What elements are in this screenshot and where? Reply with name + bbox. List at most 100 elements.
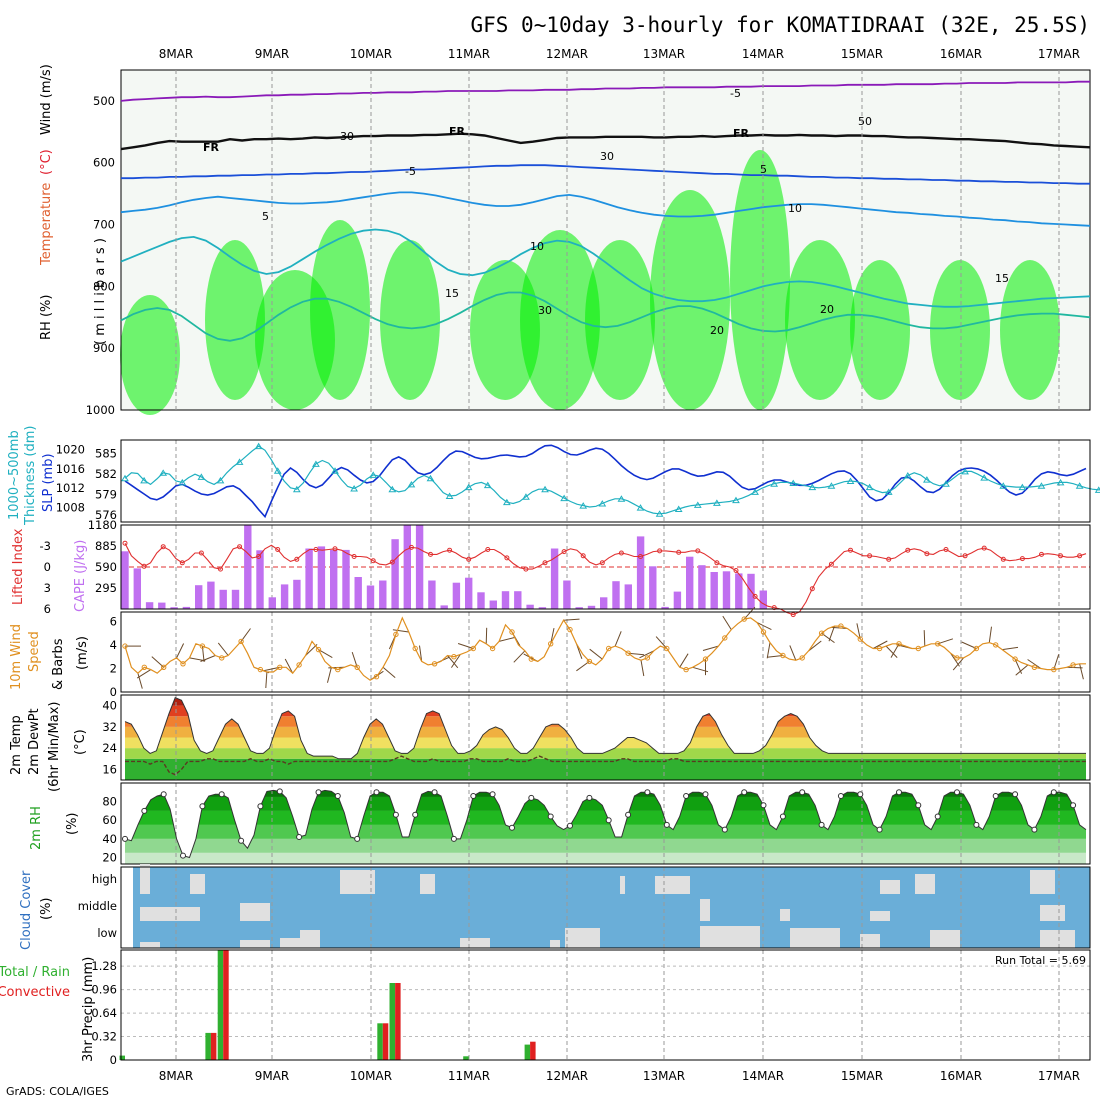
rh-marker: [296, 834, 303, 840]
wind-barb: [382, 666, 396, 678]
wind-speed-marker: [122, 643, 128, 649]
cloud-block: [620, 876, 625, 894]
lifted-index-marker: [943, 547, 949, 552]
rh-marker: [760, 802, 767, 809]
wind-speed-marker: [1012, 656, 1018, 662]
thickness-marker: [426, 474, 435, 482]
wind-speed-marker: [219, 655, 225, 661]
rh-marker: [741, 789, 748, 796]
pressure-tick: 700: [93, 218, 115, 232]
thickness-marker: [1056, 478, 1065, 486]
lifted-index-marker: [618, 550, 624, 556]
convective-bar: [395, 983, 401, 1060]
cloud-block: [1040, 905, 1065, 921]
cape-bar: [182, 606, 191, 609]
lifted-index-marker: [580, 553, 586, 559]
cloud-block: [300, 930, 320, 948]
cloud-level-label: low: [97, 926, 117, 940]
isotherm-line: [121, 164, 1090, 185]
lifted-index-line: [124, 542, 1087, 616]
cape-bar: [305, 548, 313, 609]
lifted-index-marker: [599, 560, 605, 566]
temperature-band: [125, 716, 1086, 727]
wind-panel-frame: [120, 611, 1091, 693]
wind-speed-marker: [373, 674, 380, 680]
rh-contour-label: 30: [340, 130, 354, 143]
rain-bar: [463, 1056, 469, 1060]
rh-panel: 80 60 40 20 2m RH (%): [29, 783, 1087, 864]
lifted-index-marker: [523, 566, 529, 572]
rh-unit-label: (%): [65, 813, 80, 836]
rh-contour-label: 30: [538, 304, 552, 317]
wind-speed-marker: [548, 641, 554, 647]
wind-legend: 10m Wind Speed & Barbs (m/s): [9, 624, 90, 690]
thickness-marker: [961, 467, 969, 475]
rh-cell: [730, 150, 790, 410]
wind-speed-marker: [489, 645, 496, 652]
wind-barb: [614, 631, 622, 647]
slp-tick: 1020: [56, 443, 85, 457]
rain-bar: [377, 1023, 383, 1060]
thickness-marker: [674, 505, 683, 513]
thickness-marker: [140, 476, 148, 484]
rh-marker: [470, 793, 477, 799]
wind-panel: 6 4 2 0 10m Wind Speed & Barbs (m/s): [9, 606, 1086, 699]
cape-tick: 1180: [88, 518, 117, 532]
rh-cell: [120, 295, 180, 415]
isotherm-label: 15: [995, 272, 1009, 285]
cape-bar: [514, 591, 522, 609]
wind-unit-label: (m/s): [75, 636, 90, 670]
cape-bar: [600, 597, 608, 609]
lifted-index-marker: [389, 559, 395, 565]
lifted-index-marker: [294, 556, 300, 562]
cape-legend-label: CAPE (J/kg): [73, 540, 88, 612]
thickness-marker: [789, 479, 798, 487]
cloud-block: [780, 909, 790, 921]
rain-bar: [524, 1044, 531, 1060]
rh-marker: [567, 822, 573, 829]
isotherm-label: 5: [262, 210, 269, 223]
rain-bar: [119, 1055, 125, 1060]
lifted-index-marker: [313, 547, 319, 552]
wind-speed-marker: [741, 616, 747, 622]
rain-legend-label: Total / Rain: [0, 965, 70, 980]
wind-barb: [217, 642, 229, 656]
lifted-index-marker: [141, 563, 147, 569]
thickness-marker: [999, 482, 1008, 489]
wind-speed-marker: [818, 630, 825, 636]
rh-marker: [992, 793, 999, 799]
lifted-index-marker: [428, 551, 433, 557]
thickness-marker: [159, 469, 168, 476]
thickness-marker: [923, 476, 931, 483]
wind-barb: [789, 645, 797, 661]
cape-bar: [391, 539, 399, 609]
cloud-block: [140, 864, 150, 894]
wind-barb: [513, 650, 526, 663]
wind-barb: [923, 630, 926, 647]
thickness-legend-label: Thickness (dm): [23, 426, 38, 526]
rh-marker: [450, 835, 457, 842]
panels: -5-555101015202015FRFRFR3030305050060070…: [0, 47, 1100, 1083]
wind-barb: [392, 629, 409, 633]
rh-marker: [683, 793, 690, 799]
cape-bar: [244, 525, 252, 609]
precip-panel: 1.28 0.96 0.64 0.32 0 Run Total = 5.69 Total /…: [0, 950, 1090, 1083]
cross-section-frame: [120, 69, 1091, 411]
temp-legend-line1: 2m Temp: [9, 715, 24, 775]
thickness-tick: 585: [95, 447, 117, 461]
convective-bar: [530, 1041, 536, 1060]
isotherm-label: 10: [530, 240, 544, 253]
cloud-block: [1040, 930, 1075, 948]
rh-marker: [857, 791, 864, 798]
wind-speed-marker: [257, 666, 264, 673]
wind-speed-marker: [412, 645, 418, 652]
rh-tick: 20: [102, 850, 117, 864]
cloud-legend: Cloud Cover (%): [19, 870, 54, 950]
dewpoint-line: [125, 755, 1086, 776]
precip-legend: Total / Rain Convective 3hr Precip (mm): [0, 957, 96, 1062]
cape-bar: [526, 604, 534, 609]
cape-bar: [759, 590, 767, 609]
thickness-marker: [751, 488, 759, 495]
cloud-block: [140, 942, 160, 948]
